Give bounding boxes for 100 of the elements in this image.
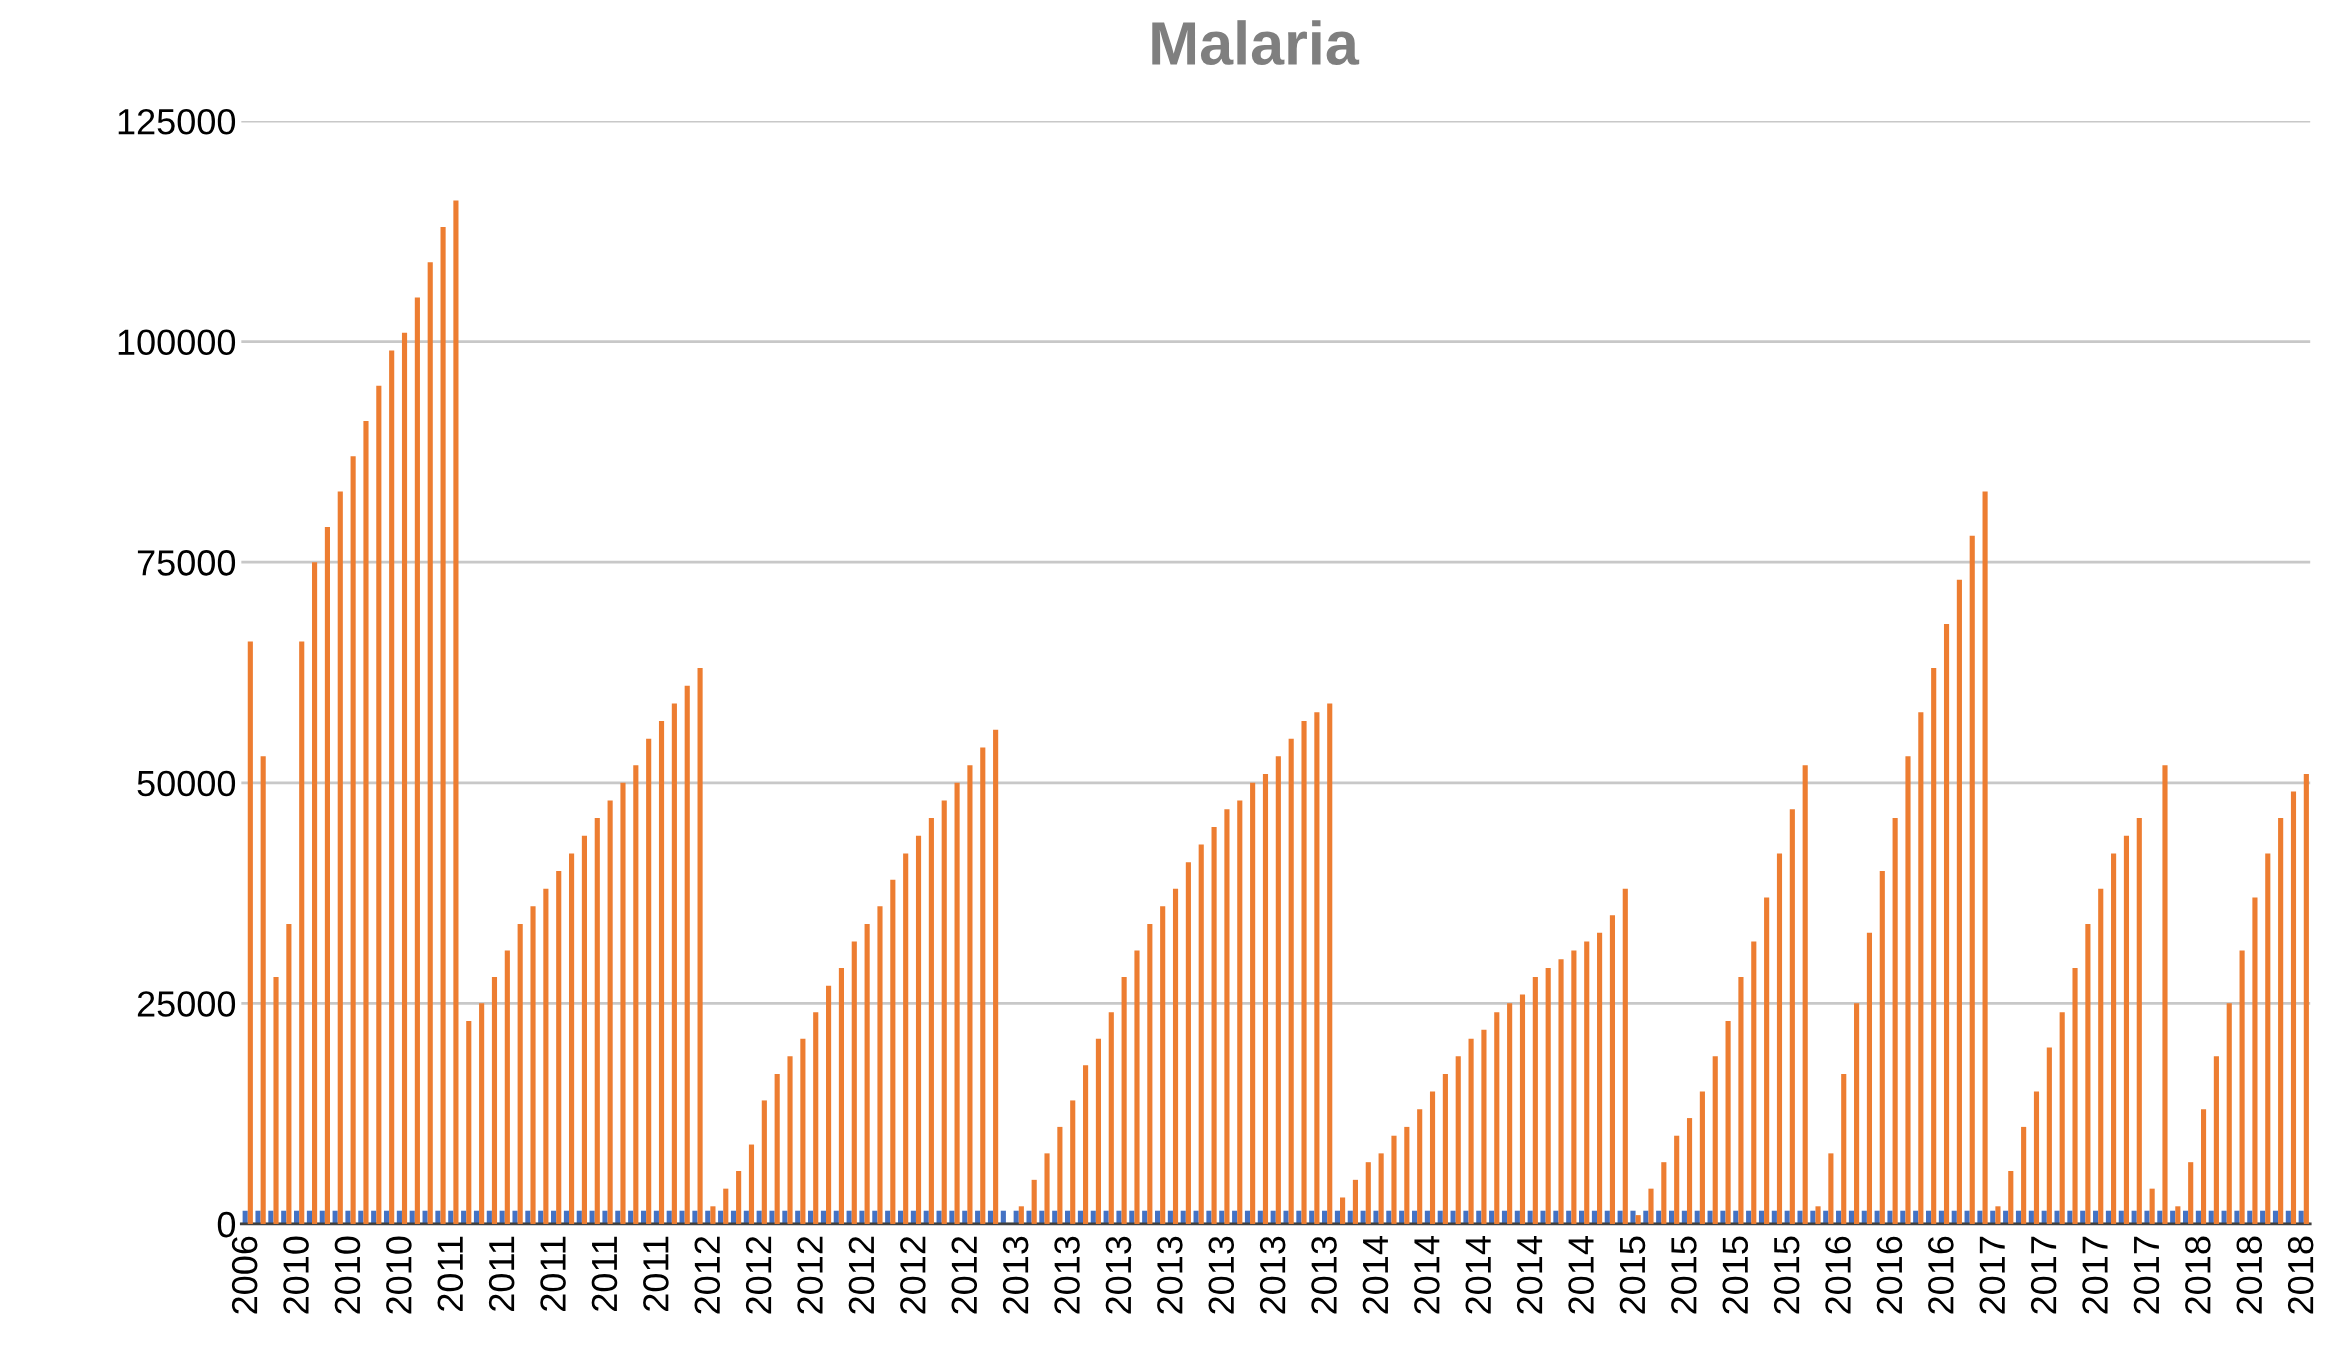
bar <box>890 879 896 1224</box>
bar <box>440 226 446 1224</box>
bar <box>1095 1038 1101 1224</box>
bar <box>517 923 523 1224</box>
bar <box>1463 1210 1469 1224</box>
bar <box>286 923 292 1224</box>
bar <box>350 456 356 1224</box>
bar <box>2162 765 2168 1224</box>
bar <box>1887 1210 1893 1224</box>
bar <box>1943 623 1950 1224</box>
bar <box>1571 950 1577 1224</box>
x-tick-label: 2013 <box>1002 1236 1029 1314</box>
bar <box>247 641 253 1224</box>
bar <box>1797 1210 1803 1224</box>
bar <box>2008 1171 2014 1224</box>
bar <box>1789 809 1795 1224</box>
bar <box>2175 1206 2181 1224</box>
bar <box>2239 950 2245 1224</box>
bar <box>1391 1135 1397 1224</box>
x-tick-label: 2016 <box>1928 1236 1954 1314</box>
bar <box>479 1003 485 1224</box>
bar <box>414 297 420 1224</box>
bar <box>748 1144 755 1224</box>
bar <box>1686 1118 1693 1224</box>
bar <box>1892 818 1898 1224</box>
bar <box>1494 1012 1500 1224</box>
bar <box>915 835 922 1224</box>
x-tick-label: 2016 <box>1825 1236 1851 1314</box>
bar <box>736 1171 742 1224</box>
x-tick-label: 2013 <box>1259 1236 1286 1314</box>
bar <box>2098 888 2104 1224</box>
x-tick-label: 2018 <box>2236 1236 2263 1314</box>
x-tick-label: 2010 <box>334 1236 361 1314</box>
bar <box>260 756 266 1224</box>
bar <box>671 703 677 1224</box>
bar <box>761 1100 767 1224</box>
bar <box>1764 897 1770 1224</box>
bar <box>1121 976 1127 1224</box>
bar <box>1301 721 1307 1224</box>
bar <box>697 668 703 1224</box>
x-tick-label: 2017 <box>2133 1236 2160 1314</box>
bar <box>723 1188 729 1224</box>
bar <box>954 782 960 1224</box>
bar <box>2046 1047 2052 1224</box>
bar <box>2144 1210 2150 1224</box>
bar <box>1044 1153 1050 1224</box>
bar <box>435 1210 441 1224</box>
x-tick-label: 2012 <box>745 1236 772 1314</box>
bar <box>903 853 909 1224</box>
bar <box>1635 1215 1641 1224</box>
bar <box>1720 1210 1726 1224</box>
x-tick-label: 2010 <box>283 1236 309 1314</box>
bar <box>1442 1073 1448 1224</box>
bar <box>1147 923 1153 1224</box>
bar <box>602 1210 608 1224</box>
bar <box>980 747 986 1224</box>
bar <box>2059 1012 2065 1224</box>
bar <box>838 968 844 1224</box>
bar <box>1083 1065 1089 1224</box>
bar <box>633 765 639 1224</box>
bar <box>312 562 318 1224</box>
x-tick-label: 2013 <box>1157 1236 1183 1314</box>
bar <box>2085 923 2091 1224</box>
bar <box>389 350 395 1224</box>
bar <box>401 332 408 1224</box>
bar <box>1172 888 1179 1224</box>
bar <box>710 1206 716 1224</box>
bar <box>1160 906 1166 1224</box>
x-tick-label: 2011 <box>437 1236 464 1311</box>
y-tick-label: 125000 <box>118 108 236 135</box>
bar <box>1288 738 1294 1224</box>
y-tick-label: 75000 <box>137 550 236 576</box>
bar <box>1057 1126 1063 1224</box>
x-tick-label: 2015 <box>1619 1236 1646 1314</box>
bar <box>1455 1056 1461 1224</box>
x-tick-label: 2018 <box>2185 1236 2211 1314</box>
bar <box>1026 1210 1032 1224</box>
bar <box>658 721 665 1224</box>
bar <box>1373 1210 1379 1224</box>
bar <box>1468 1038 1474 1224</box>
bar <box>1519 994 1526 1224</box>
bar <box>1237 800 1243 1224</box>
bar <box>1314 712 1320 1224</box>
bar <box>345 1210 351 1224</box>
bar <box>941 800 947 1224</box>
bar <box>504 950 510 1224</box>
x-tick-label: 2013 <box>1105 1236 1132 1314</box>
bar <box>2226 1003 2232 1224</box>
chart-title: Malaria <box>1152 20 1360 66</box>
x-tick-label: 2017 <box>2082 1236 2108 1314</box>
bar <box>1879 871 1885 1224</box>
bar <box>851 941 857 1224</box>
bar <box>1712 1056 1718 1224</box>
bar <box>543 888 549 1224</box>
bar <box>1018 1206 1024 1224</box>
bar <box>1609 915 1616 1224</box>
x-tick-label: 2014 <box>1568 1236 1594 1314</box>
bar <box>255 1210 261 1224</box>
bar <box>2111 853 2117 1224</box>
bar <box>1699 1091 1705 1224</box>
